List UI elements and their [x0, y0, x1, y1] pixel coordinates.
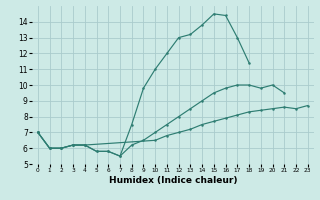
X-axis label: Humidex (Indice chaleur): Humidex (Indice chaleur) — [108, 176, 237, 185]
